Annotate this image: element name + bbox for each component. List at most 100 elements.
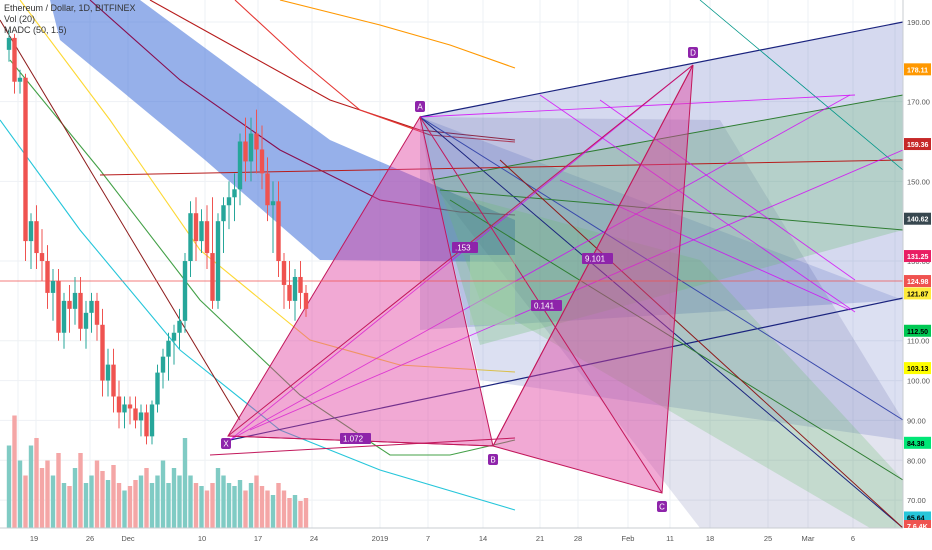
fib-fan-line [539, 94, 856, 313]
volume-bar [45, 460, 50, 528]
ma-green [9, 59, 516, 456]
x-tick-label: Dec [121, 534, 135, 543]
candle-body [23, 77, 28, 242]
candle-body [89, 300, 94, 313]
volume-bar [276, 483, 281, 528]
volume-bar [127, 486, 133, 528]
price-tag [904, 287, 931, 300]
teal-line [699, 0, 904, 171]
candle-body [298, 276, 303, 293]
candle-body [232, 189, 237, 198]
y-tick-label: 190.00 [907, 18, 930, 27]
candle-body [100, 324, 105, 381]
candle-body [237, 141, 243, 190]
ma-maroon [89, 0, 516, 216]
volume-bar [67, 486, 72, 528]
volume-bar [78, 453, 83, 528]
volume-bar [56, 453, 61, 528]
x-tick-label: 14 [479, 534, 487, 543]
volume-bar [199, 486, 204, 528]
candle-body [182, 261, 188, 321]
ratio-badge [582, 253, 613, 264]
ma-darkred [149, 0, 516, 141]
volume-bar [188, 475, 193, 528]
price-tag-label: 131.25 [907, 254, 929, 261]
price-tag [904, 275, 931, 288]
ratio-label: .153 [455, 244, 471, 253]
pattern-point-label: B [490, 456, 495, 465]
x-tick-label: 28 [574, 534, 582, 543]
x-tick-label: 2019 [372, 534, 389, 543]
y-tick-label: 70.00 [907, 496, 926, 505]
pitchfork-lower-line [419, 116, 904, 529]
volume-bar [215, 468, 221, 528]
pattern-point-badge [221, 438, 231, 449]
price-tag-label: 84.38 [907, 441, 925, 448]
volume-bar [72, 468, 78, 528]
ma-yellow [19, 0, 516, 373]
price-tag-label: 112.50 [907, 329, 928, 336]
price-tag [904, 138, 931, 151]
volume-bar [265, 490, 270, 528]
volume-bar [116, 483, 122, 528]
candle-body [122, 404, 127, 413]
volume-bar [292, 495, 298, 528]
x-tick-label: 19 [30, 534, 38, 543]
volume-bar [160, 460, 166, 528]
y-tick-label: 170.00 [907, 98, 930, 107]
volume-bar [149, 483, 155, 528]
green-line-2 [439, 189, 904, 231]
price-tag [904, 324, 931, 337]
candle-body [28, 221, 34, 242]
volume-bar [166, 483, 171, 528]
ratio-label: 0.141 [534, 302, 555, 311]
volume-bar [100, 471, 105, 528]
x-tick-label: 6 [851, 534, 855, 543]
fib-fan-line [249, 149, 904, 431]
volume-bar [248, 483, 254, 528]
candle-body [111, 364, 116, 397]
y-tick-label: 100.00 [907, 377, 930, 386]
candle-body [226, 197, 232, 206]
volume-bar [105, 480, 111, 528]
candle-body [166, 340, 171, 357]
price-tag-label: 140.62 [907, 217, 929, 224]
volume-bar [144, 468, 149, 528]
pattern-point-badge [688, 47, 698, 58]
candle-body [105, 364, 111, 381]
candle-body [133, 408, 138, 421]
ratio-badge [340, 433, 371, 444]
volume-bar [12, 415, 17, 528]
legend-symbol: Ethereum / Dollar, 1D, BITFINEX [4, 3, 136, 13]
x-tick-label: 21 [536, 534, 544, 543]
ratio-badge [452, 242, 478, 253]
candle-body [270, 201, 276, 206]
fib-fan-line [599, 99, 856, 281]
volume-bar [111, 465, 116, 528]
volume-bar [39, 468, 45, 528]
volume-bar [232, 486, 237, 528]
volume-bar [94, 460, 100, 528]
volume-bar [221, 475, 226, 528]
candle-body [215, 221, 221, 301]
ma-band [50, 0, 515, 262]
price-axis-bg [903, 0, 932, 550]
volume-bar [34, 438, 39, 528]
red-diagonal-line [499, 159, 904, 529]
x-tick-label: 7 [426, 534, 430, 543]
y-tick-label: 110.00 [907, 337, 929, 346]
volume-bar [17, 460, 23, 528]
ma-red [234, 0, 516, 143]
volume-bar [270, 495, 276, 528]
pattern-point-badge [488, 454, 498, 465]
candle-body [210, 253, 215, 301]
candle-body [72, 292, 78, 309]
volume-bar [287, 498, 292, 528]
x-tick-label: 11 [666, 534, 674, 543]
candle-body [155, 372, 160, 405]
pattern-point-label: C [659, 503, 665, 512]
candle-body [221, 205, 226, 222]
ma-cyan [0, 119, 516, 511]
